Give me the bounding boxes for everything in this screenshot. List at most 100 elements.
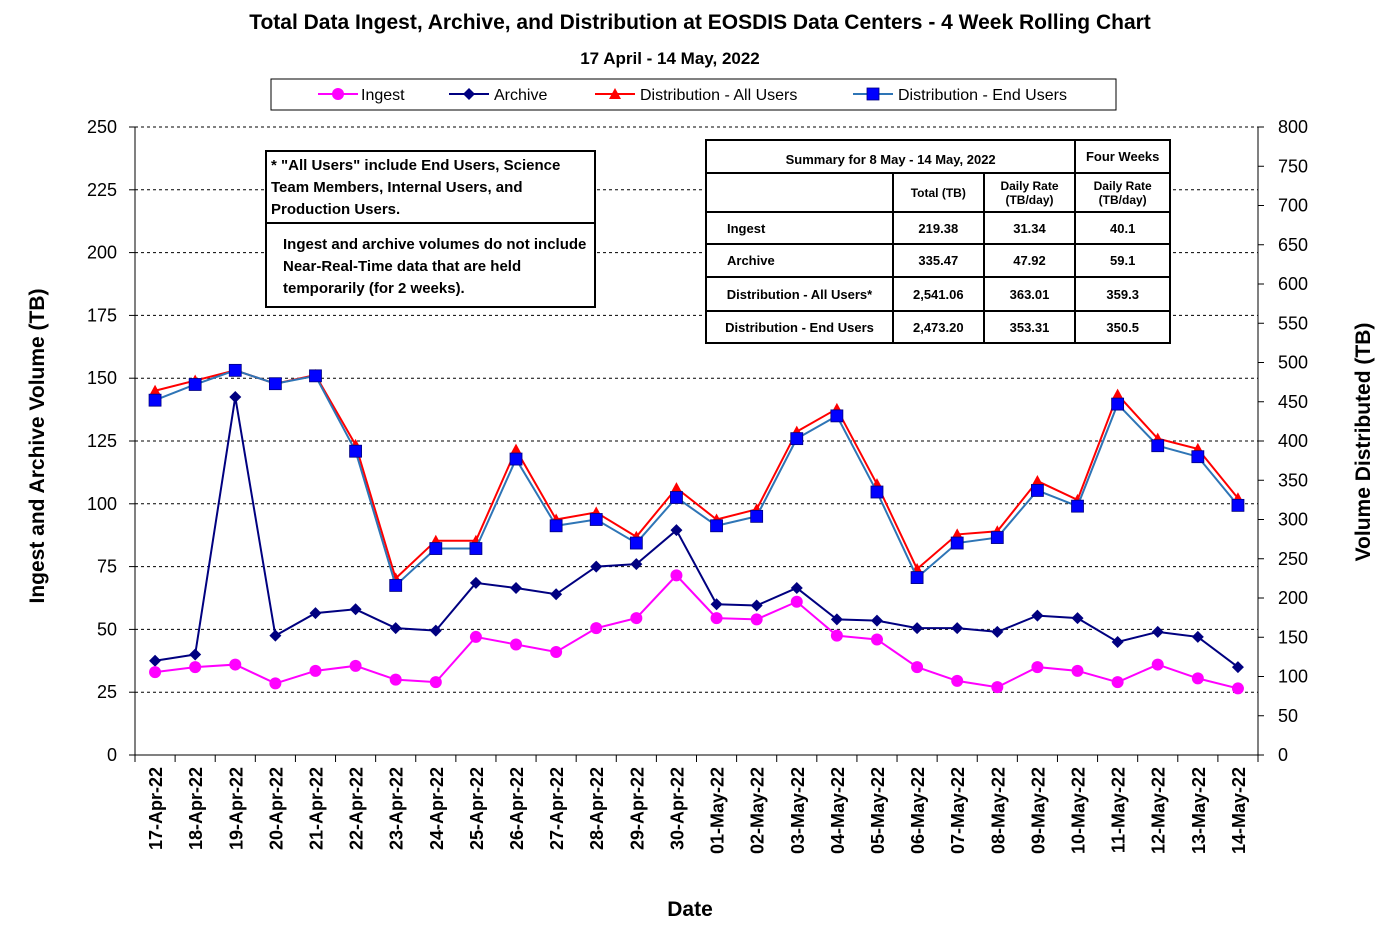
data-point <box>1191 630 1204 643</box>
x-tick-label: 27-Apr-22 <box>547 767 567 850</box>
x-tick-label: 11-May-22 <box>1109 767 1129 853</box>
row-total: 2,541.06 <box>891 276 985 312</box>
y-tick-label: 75 <box>97 557 117 577</box>
data-point <box>870 614 883 627</box>
x-tick-label: 13-May-22 <box>1189 767 1209 854</box>
x-tick-label: 03-May-22 <box>788 767 808 854</box>
series-line <box>154 396 1239 668</box>
row-total: 335.47 <box>891 243 985 278</box>
series-distribution-all-users <box>149 364 1244 584</box>
data-point <box>429 624 442 637</box>
data-point <box>389 673 402 686</box>
x-tick-label: 01-May-22 <box>708 767 728 854</box>
y2-tick-label: 700 <box>1278 196 1308 216</box>
y-tick-label: 200 <box>87 243 117 263</box>
x-tick-label: 17-Apr-22 <box>146 767 166 850</box>
y-tick-label: 175 <box>87 305 117 325</box>
data-point <box>790 581 803 594</box>
y2-tick-label: 800 <box>1278 117 1308 137</box>
data-point <box>1151 658 1164 671</box>
data-point <box>349 603 362 616</box>
data-point <box>991 681 1004 694</box>
data-point <box>1191 450 1205 464</box>
y2-tick-label: 200 <box>1278 588 1308 608</box>
x-tick-label: 06-May-22 <box>908 767 928 854</box>
x-tick-label: 25-Apr-22 <box>467 767 487 850</box>
data-point <box>670 482 683 494</box>
data-point <box>268 377 282 391</box>
y2-tick-label: 0 <box>1278 745 1288 765</box>
data-point <box>1031 661 1044 674</box>
row-daily: 353.31 <box>982 310 1077 344</box>
data-point <box>670 569 683 582</box>
data-point <box>429 542 443 555</box>
data-point <box>590 560 603 573</box>
data-point <box>188 378 202 391</box>
data-point <box>630 558 643 571</box>
all-users-note: * "All Users" include End Users, Science… <box>265 150 596 224</box>
data-point <box>750 599 763 612</box>
data-point <box>629 536 643 550</box>
legend-label: Distribution - All Users <box>640 87 797 104</box>
data-point <box>911 661 924 674</box>
summary-header: Summary for 8 May - 14 May, 2022 <box>704 139 1077 174</box>
series-line <box>154 573 1239 690</box>
data-point <box>1071 612 1084 625</box>
y-tick-label: 250 <box>87 117 117 137</box>
data-point <box>1231 661 1244 674</box>
row-daily: 47.92 <box>982 243 1077 278</box>
y2-tick-label: 450 <box>1278 392 1308 412</box>
data-point <box>549 519 563 533</box>
data-point <box>630 612 643 625</box>
series-distribution-end-users <box>148 363 1245 592</box>
y-tick-label: 100 <box>87 494 117 514</box>
y2-tick-label: 300 <box>1278 510 1308 530</box>
data-point <box>910 571 924 584</box>
data-point <box>1031 609 1044 622</box>
data-point <box>389 622 402 635</box>
data-point <box>309 369 322 383</box>
data-point <box>510 581 523 594</box>
y2-tick-label: 750 <box>1278 156 1308 176</box>
col-daily4-header: Daily Rate (TB/day) <box>1074 172 1171 213</box>
x-tick-label: 20-Apr-22 <box>266 767 286 850</box>
summary-row-ingest: Ingest 219.38 31.34 40.1 <box>705 211 1171 245</box>
summary-table: Summary for 8 May - 14 May, 2022 Four We… <box>704 139 1171 344</box>
x-tick-label: 29-Apr-22 <box>627 767 647 850</box>
summary-blank-cell <box>705 172 894 213</box>
data-point <box>1071 664 1084 677</box>
data-point <box>790 432 804 446</box>
legend-entry: Ingest <box>318 87 405 104</box>
data-point <box>866 87 880 101</box>
summary-row-dist-end: Distribution - End Users 2,473.20 353.31… <box>705 310 1171 344</box>
data-point <box>830 613 843 626</box>
data-point <box>149 666 162 679</box>
x-tick-label: 05-May-22 <box>868 767 888 854</box>
data-point <box>550 588 563 601</box>
data-point <box>332 88 344 100</box>
col-total-header: Total (TB) <box>891 172 985 213</box>
row-label: Distribution - All Users* <box>705 276 894 312</box>
x-tick-label: 04-May-22 <box>828 767 848 854</box>
y2-tick-label: 50 <box>1278 706 1298 726</box>
row-four: 40.1 <box>1074 211 1171 245</box>
legend-box <box>270 78 1117 111</box>
data-point <box>510 443 523 455</box>
data-point <box>991 625 1004 638</box>
data-point <box>429 676 442 689</box>
y2-tick-label: 350 <box>1278 470 1308 490</box>
y2-tick-label: 650 <box>1278 235 1308 255</box>
data-point <box>509 452 523 466</box>
row-label: Distribution - End Users <box>705 310 894 344</box>
x-tick-label: 26-Apr-22 <box>507 767 527 850</box>
x-tick-label: 23-Apr-22 <box>387 767 407 850</box>
x-tick-label: 21-Apr-22 <box>306 767 326 850</box>
summary-header-row: Summary for 8 May - 14 May, 2022 Four We… <box>704 139 1171 174</box>
legend: Ingest Archive Distribution - All Users Dis… <box>270 78 1117 111</box>
y-tick-label: 225 <box>87 180 117 200</box>
data-point <box>269 677 282 690</box>
y2-tick-label: 150 <box>1278 627 1308 647</box>
legend-label: Distribution - End Users <box>898 87 1067 104</box>
y-tick-label: 25 <box>97 682 117 702</box>
